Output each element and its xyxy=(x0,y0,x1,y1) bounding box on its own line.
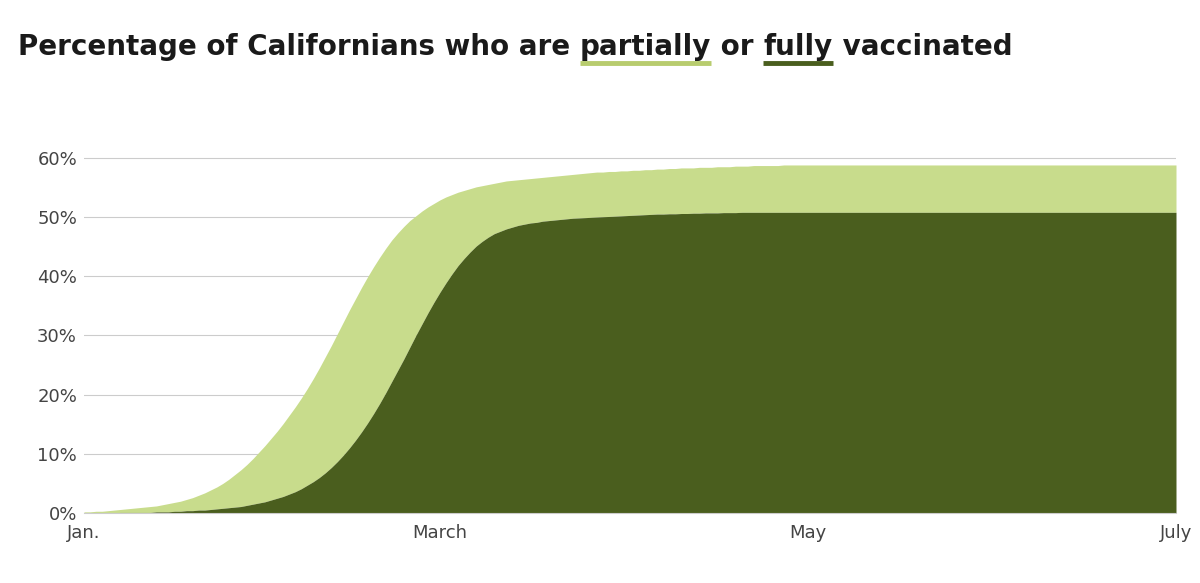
Text: vaccinated: vaccinated xyxy=(833,33,1012,61)
Text: fully: fully xyxy=(763,33,833,61)
Text: partially: partially xyxy=(580,33,712,61)
Text: or: or xyxy=(712,33,763,61)
Text: Percentage of Californians who are: Percentage of Californians who are xyxy=(18,33,580,61)
